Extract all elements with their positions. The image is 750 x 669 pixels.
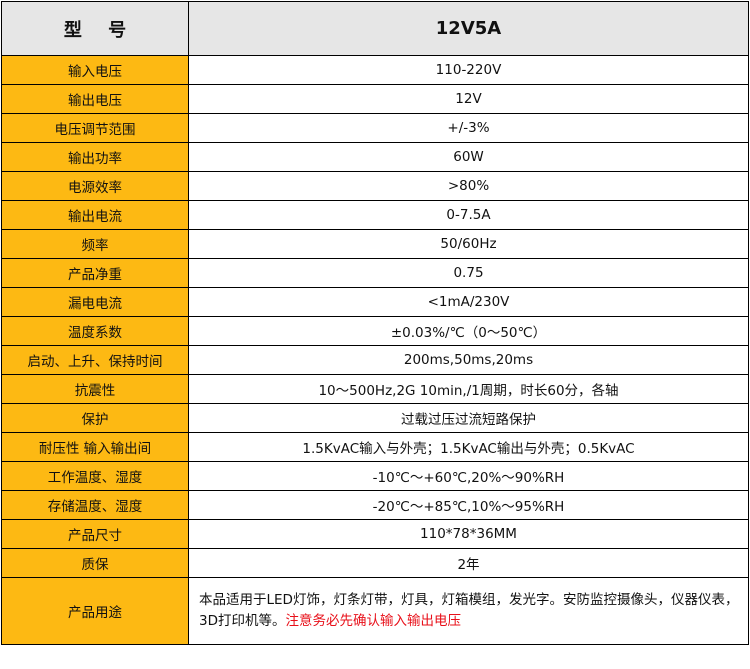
header-row: 型 号 12V5A xyxy=(1,1,749,56)
row-label: 频率 xyxy=(1,229,189,259)
table-row: 产品尺寸 110*78*36MM xyxy=(1,519,749,549)
table-row: 抗震性 10～500Hz,2G 10min,/1周期，时长60分，各轴 xyxy=(1,374,749,404)
row-label: 电压调节范围 xyxy=(1,113,189,143)
row-value: +/-3% xyxy=(188,113,749,143)
table-row: 温度系数 ±0.03%/℃（0～50℃） xyxy=(1,316,749,346)
table-row: 漏电电流 <1mA/230V xyxy=(1,287,749,317)
row-label: 输入电压 xyxy=(1,55,189,85)
row-label: 输出电压 xyxy=(1,84,189,114)
row-label: 启动、上升、保持时间 xyxy=(1,345,189,375)
row-label: 产品净重 xyxy=(1,258,189,288)
row-value: ±0.03%/℃（0～50℃） xyxy=(188,316,749,346)
row-value: 110*78*36MM xyxy=(188,519,749,549)
row-value: 过载过压过流短路保护 xyxy=(188,403,749,433)
usage-label: 产品用途 xyxy=(1,577,189,645)
row-label: 耐压性 输入输出间 xyxy=(1,432,189,462)
table-row: 启动、上升、保持时间 200ms,50ms,20ms xyxy=(1,345,749,375)
row-label: 存储温度、湿度 xyxy=(1,490,189,520)
table-row: 输出电压 12V xyxy=(1,84,749,114)
row-label: 抗震性 xyxy=(1,374,189,404)
model-value: 12V5A xyxy=(188,1,749,56)
table-row: 输出功率 60W xyxy=(1,142,749,172)
row-value: 200ms,50ms,20ms xyxy=(188,345,749,375)
usage-text: 本品适用于LED灯饰，灯条灯带，灯具，灯箱模组，发光字。安防监控摄像头，仪器仪表… xyxy=(199,592,739,629)
spec-table: 型 号 12V5A 输入电压 110-220V 输出电压 12V 电压调节范围 … xyxy=(1,1,749,645)
row-value: 12V xyxy=(188,84,749,114)
table-row: 耐压性 输入输出间 1.5KvAC输入与外壳；1.5KvAC输出与外壳；0.5K… xyxy=(1,432,749,462)
table-row: 电源效率 >80% xyxy=(1,171,749,201)
row-value: 110-220V xyxy=(188,55,749,85)
row-value: 2年 xyxy=(188,548,749,578)
table-row: 频率 50/60Hz xyxy=(1,229,749,259)
usage-value: 本品适用于LED灯饰，灯条灯带，灯具，灯箱模组，发光字。安防监控摄像头，仪器仪表… xyxy=(188,577,749,645)
row-value: <1mA/230V xyxy=(188,287,749,317)
table-row: 保护 过载过压过流短路保护 xyxy=(1,403,749,433)
table-row: 工作温度、湿度 -10℃～+60℃,20%～90%RH xyxy=(1,461,749,491)
table-row: 存储温度、湿度 -20℃～+85℃,10%～95%RH xyxy=(1,490,749,520)
row-value: 1.5KvAC输入与外壳；1.5KvAC输出与外壳；0.5KvAC xyxy=(188,432,749,462)
table-row: 输入电压 110-220V xyxy=(1,55,749,85)
table-row: 输出电流 0-7.5A xyxy=(1,200,749,230)
row-label: 电源效率 xyxy=(1,171,189,201)
row-label: 输出功率 xyxy=(1,142,189,172)
row-label: 工作温度、湿度 xyxy=(1,461,189,491)
table-row: 电压调节范围 +/-3% xyxy=(1,113,749,143)
row-value: 60W xyxy=(188,142,749,172)
table-row: 质保 2年 xyxy=(1,548,749,578)
row-value: 50/60Hz xyxy=(188,229,749,259)
row-label: 温度系数 xyxy=(1,316,189,346)
row-value: 0-7.5A xyxy=(188,200,749,230)
row-value: >80% xyxy=(188,171,749,201)
row-label: 输出电流 xyxy=(1,200,189,230)
row-value: -20℃～+85℃,10%～95%RH xyxy=(188,490,749,520)
row-label: 质保 xyxy=(1,548,189,578)
row-value: 10～500Hz,2G 10min,/1周期，时长60分，各轴 xyxy=(188,374,749,404)
row-value: 0.75 xyxy=(188,258,749,288)
usage-row: 产品用途 本品适用于LED灯饰，灯条灯带，灯具，灯箱模组，发光字。安防监控摄像头… xyxy=(1,577,749,645)
row-label: 产品尺寸 xyxy=(1,519,189,549)
row-label: 漏电电流 xyxy=(1,287,189,317)
table-row: 产品净重 0.75 xyxy=(1,258,749,288)
usage-warning: 注意务必先确认输入输出电压 xyxy=(285,613,461,629)
model-label: 型 号 xyxy=(1,1,189,56)
row-label: 保护 xyxy=(1,403,189,433)
row-value: -10℃～+60℃,20%～90%RH xyxy=(188,461,749,491)
